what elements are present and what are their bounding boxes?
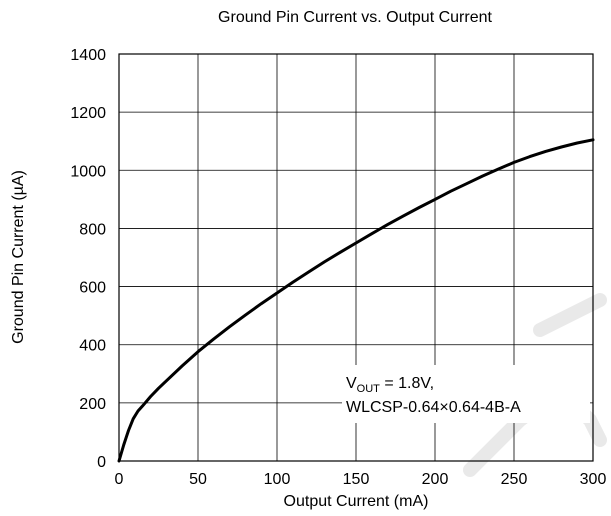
y-axis-title: Ground Pin Current (µA) xyxy=(10,170,27,344)
x-tick-label: 50 xyxy=(189,471,207,488)
y-tick-labels: 0 200 400 600 800 1000 1200 1400 xyxy=(70,47,106,471)
x-tick-labels: 0 50 100 150 200 250 300 xyxy=(115,471,607,488)
plot-frame xyxy=(118,53,594,462)
x-tick-label: 0 xyxy=(115,471,124,488)
y-tick-label: 1400 xyxy=(70,47,106,64)
x-tick-label: 300 xyxy=(580,471,607,488)
y-tick-label: 800 xyxy=(79,221,106,238)
y-tick-label: 200 xyxy=(79,396,106,413)
x-axis-title: Output Current (mA) xyxy=(284,493,429,510)
chart-title: Ground Pin Current vs. Output Current xyxy=(218,9,492,26)
y-tick-label: 600 xyxy=(79,280,106,297)
y-tick-label: 1200 xyxy=(70,105,106,122)
annotation-v-subscript: OUT xyxy=(357,383,381,395)
y-tick-label: 1000 xyxy=(70,163,106,180)
annotation-v-value: = 1.8V, xyxy=(380,375,434,392)
x-tick-label: 250 xyxy=(501,471,528,488)
y-tick-label: 400 xyxy=(79,338,106,355)
annotation-v: V xyxy=(346,375,357,392)
series-line xyxy=(117,138,595,463)
y-tick-label: 0 xyxy=(97,454,106,471)
x-tick-label: 150 xyxy=(343,471,370,488)
grid-lines xyxy=(119,54,593,461)
annotation-background xyxy=(342,365,590,423)
x-tick-label: 100 xyxy=(264,471,291,488)
annotation-package: WLCSP-0.64×0.64-4B-A xyxy=(346,399,521,416)
annotation-vout: VOUT = 1.8V, xyxy=(346,375,434,395)
x-tick-label: 200 xyxy=(422,471,449,488)
